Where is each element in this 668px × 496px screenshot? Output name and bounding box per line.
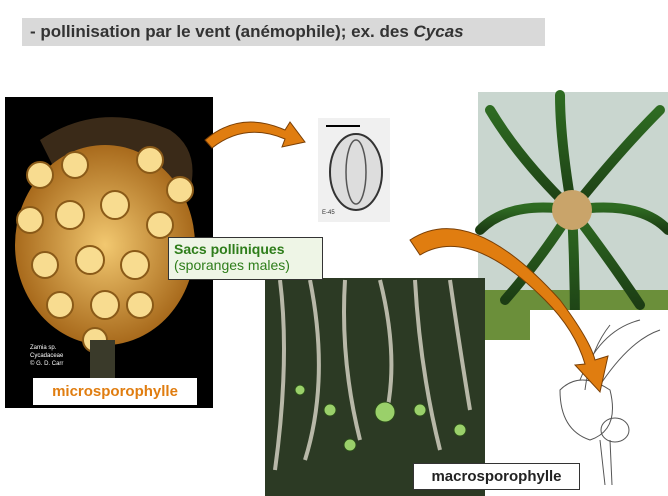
photo-credit: © G. D. Carr bbox=[30, 360, 63, 367]
title-text: - pollinisation par le vent (anémophile)… bbox=[30, 22, 414, 41]
pollen-image: E-45 bbox=[318, 118, 390, 222]
sacs-label: Sacs polliniques (sporanges males) bbox=[168, 237, 323, 280]
macro-label: macrosporophylle bbox=[413, 463, 580, 490]
pollen-caption: E-45 bbox=[322, 210, 335, 216]
micro-label: microsporophylle bbox=[33, 378, 197, 405]
title-italic: Cycas bbox=[413, 22, 464, 41]
title-bar: - pollinisation par le vent (anémophile)… bbox=[22, 18, 545, 46]
arrow bbox=[204, 121, 609, 394]
macro-photo bbox=[265, 278, 485, 496]
cycas-photo bbox=[475, 90, 668, 340]
sacs-line1: Sacs polliniques bbox=[174, 241, 285, 257]
macro-drawing bbox=[530, 310, 668, 490]
sacs-line2: (sporanges males) bbox=[174, 257, 290, 273]
photo-credit: Zamia sp. bbox=[30, 345, 57, 351]
photo-credit: Cycadaceae bbox=[30, 353, 64, 359]
